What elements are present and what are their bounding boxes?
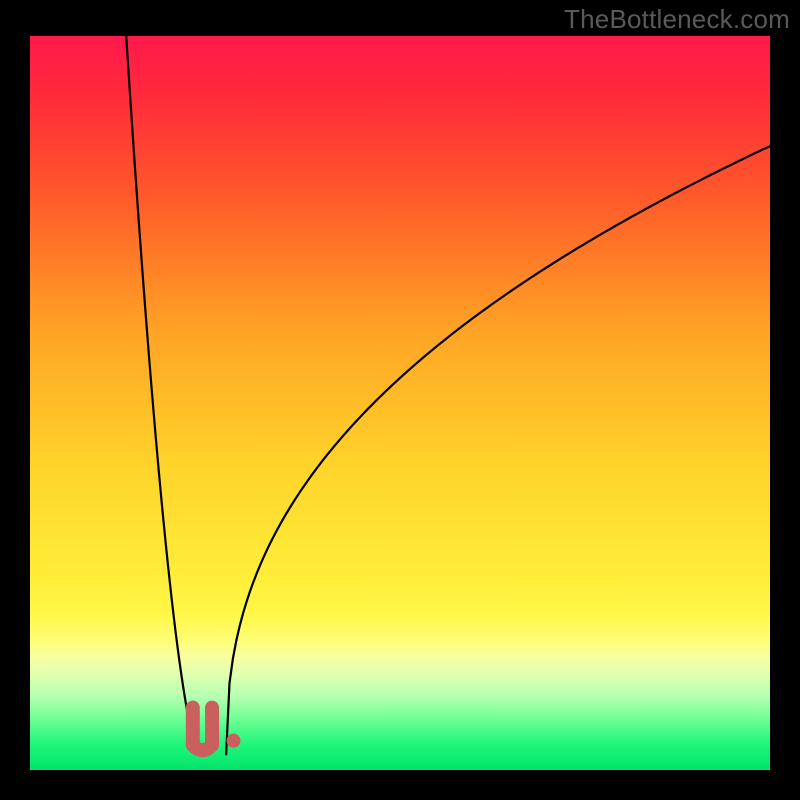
plot-area [30, 36, 770, 770]
valley-dot-marker [227, 734, 241, 748]
curve-right-branch [226, 146, 770, 755]
curve-left-branch [126, 36, 200, 755]
watermark-text: TheBottleneck.com [564, 4, 790, 35]
bottleneck-chart: TheBottleneck.com [0, 0, 800, 800]
valley-u-marker [193, 708, 212, 751]
curve-overlay [30, 36, 770, 770]
